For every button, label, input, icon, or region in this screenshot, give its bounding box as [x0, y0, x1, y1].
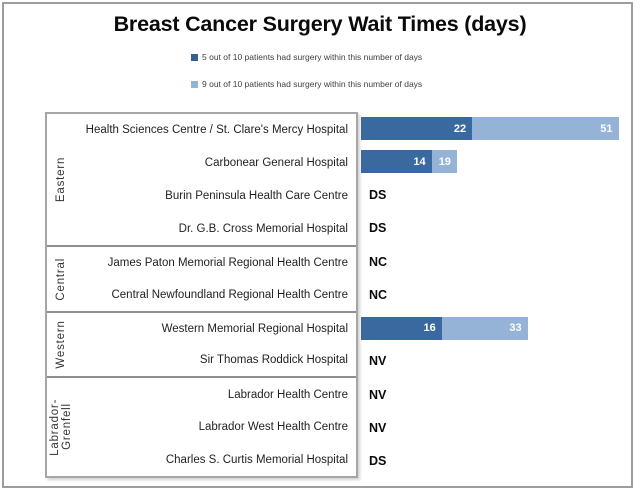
legend-entry: 9 out of 10 patients had surgery within …	[191, 79, 422, 89]
bar-row: 22 51	[361, 112, 639, 145]
hospital-name: Labrador West Health Centre	[198, 421, 348, 434]
status-code: NC	[369, 254, 388, 269]
hospital-rows: Labrador Health Centre Labrador West Heal…	[75, 378, 356, 476]
hospital-label-row: Dr. G.B. Cross Memorial Hospital	[75, 212, 356, 245]
region-group-labrador-grenfell: Labrador-Grenfell Labrador Health Centre L…	[47, 376, 356, 476]
hospital-name: Health Sciences Centre / St. Clare's Mer…	[85, 124, 348, 137]
bars-area: 22 51 14 19 DS DS NC NC 16 33 NV NV NV DS	[361, 112, 639, 478]
bar-segment-median: 22	[361, 117, 473, 141]
hospital-label-row: James Paton Memorial Regional Health Cen…	[75, 247, 356, 279]
bar-row: DS	[361, 212, 639, 245]
region-label: Eastern	[55, 156, 67, 203]
hospital-rows: James Paton Memorial Regional Health Cen…	[75, 247, 356, 311]
status-code: NV	[369, 387, 387, 402]
hospital-label-row: Sir Thomas Roddick Hospital	[75, 344, 356, 376]
legend-swatch-icon	[191, 53, 198, 61]
hospital-name: Central Newfoundland Regional Health Cen…	[111, 288, 348, 301]
status-code: NV	[369, 421, 387, 436]
legend-label: 5 out of 10 patients had surgery within …	[202, 52, 423, 62]
hospital-label-row: Labrador Health Centre	[75, 378, 356, 411]
status-code: DS	[369, 454, 387, 469]
bar-segment-p90: 19	[431, 150, 457, 174]
status-code: DS	[369, 188, 387, 203]
bar-value-p90: 19	[438, 155, 451, 168]
bar-row: NV	[361, 345, 639, 378]
status-code: NV	[369, 354, 387, 369]
hospital-name: Burin Peninsula Health Care Centre	[165, 189, 348, 202]
region-label: Western	[55, 320, 67, 369]
bar-segment-median: 14	[361, 150, 432, 174]
hospital-label-row: Burin Peninsula Health Care Centre	[75, 180, 356, 213]
bar-segment-p90: 51	[472, 117, 619, 141]
hospital-name: Labrador Health Centre	[227, 388, 348, 401]
region-group-eastern: Eastern Health Sciences Centre / St. Clar…	[47, 114, 356, 245]
status-code: DS	[369, 221, 387, 236]
hospital-label-row: Charles S. Curtis Memorial Hospital	[75, 443, 356, 476]
region-group-central: Central James Paton Memorial Regional Hea…	[47, 245, 356, 311]
hospital-label-row: Western Memorial Regional Hospital	[75, 313, 356, 345]
bar-value-median: 16	[423, 322, 436, 335]
bar-row: NC	[361, 245, 639, 278]
hospital-label-row: Central Newfoundland Regional Health Cen…	[75, 279, 356, 311]
hospital-rows: Health Sciences Centre / St. Clare's Mer…	[75, 114, 356, 245]
bar-segment-median: 16	[361, 316, 442, 340]
chart-title: Breast Cancer Surgery Wait Times (days)	[113, 12, 527, 36]
bar-value-p90: 33	[509, 322, 522, 335]
region-label: Labrador-Grenfell	[49, 398, 73, 456]
legend-entry: 5 out of 10 patients had surgery within …	[191, 52, 422, 62]
category-axis-box: Eastern Health Sciences Centre / St. Clar…	[45, 112, 358, 478]
legend-swatch-icon	[191, 80, 198, 88]
region-label: Central	[55, 257, 67, 301]
bar-row: NC	[361, 278, 639, 311]
hospital-label-row: Labrador West Health Centre	[75, 411, 356, 444]
hospital-name: Charles S. Curtis Memorial Hospital	[165, 453, 348, 466]
bar-row: DS	[361, 179, 639, 212]
hospital-name: Dr. G.B. Cross Memorial Hospital	[178, 222, 348, 235]
bar-value-median: 22	[453, 122, 467, 135]
bar-row: 16 33	[361, 312, 639, 345]
bar-row: NV	[361, 411, 639, 444]
bar-value-median: 14	[413, 155, 426, 168]
bar-row: NV	[361, 378, 639, 411]
hospital-name: Carbonear General Hospital	[204, 157, 348, 170]
legend: 5 out of 10 patients had surgery within …	[191, 52, 422, 106]
hospital-label-row: Carbonear General Hospital	[75, 147, 356, 180]
bar-value-p90: 51	[600, 122, 613, 135]
hospital-label-row: Health Sciences Centre / St. Clare's Mer…	[75, 114, 356, 147]
region-group-western: Western Western Memorial Regional Hospita…	[47, 310, 356, 377]
hospital-name: Western Memorial Regional Hospital	[161, 322, 348, 335]
status-code: NC	[369, 287, 388, 302]
hospital-name: Sir Thomas Roddick Hospital	[199, 354, 348, 367]
bar-row: 14 19	[361, 145, 639, 178]
bar-segment-p90: 33	[441, 316, 528, 340]
legend-label: 9 out of 10 patients had surgery within …	[202, 79, 423, 89]
bar-row: DS	[361, 445, 639, 478]
hospital-rows: Western Memorial Regional Hospital Sir Th…	[75, 313, 356, 377]
hospital-name: James Paton Memorial Regional Health Cen…	[107, 256, 348, 269]
